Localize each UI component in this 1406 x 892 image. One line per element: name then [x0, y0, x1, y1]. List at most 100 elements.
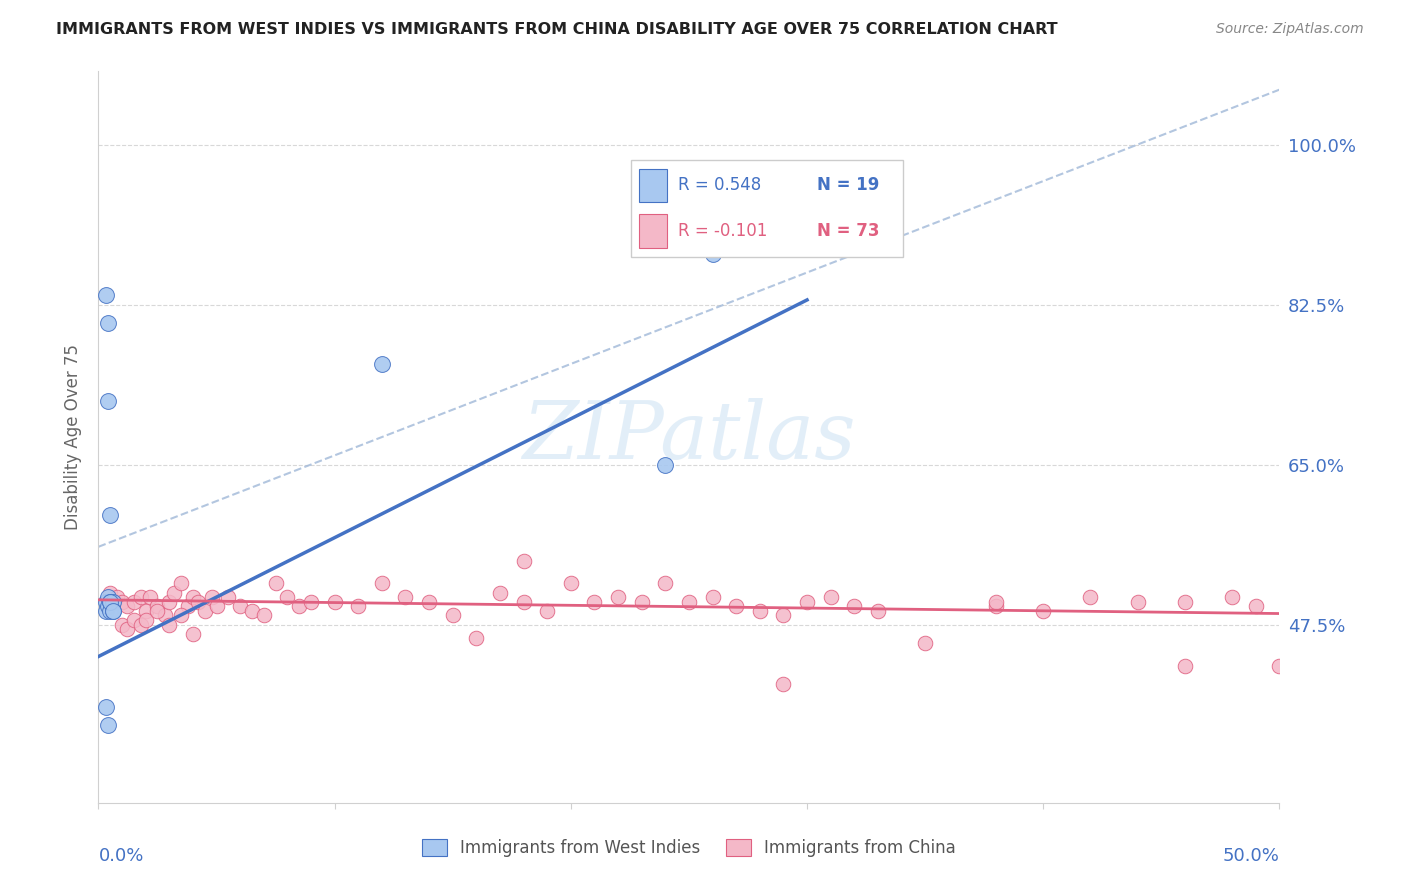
Point [560, 576, 582, 591]
Point [630, 594, 652, 608]
Point [94, 288, 117, 302]
Point [276, 590, 298, 604]
Legend: Immigrants from West Indies, Immigrants from China: Immigrants from West Indies, Immigrants … [415, 832, 963, 864]
Point [264, 576, 287, 591]
Point [101, 604, 124, 618]
Point [217, 590, 239, 604]
Point [187, 594, 209, 608]
Point [418, 594, 440, 608]
Point [205, 599, 228, 614]
Point [229, 599, 252, 614]
Point [253, 608, 276, 623]
Point [607, 590, 630, 604]
Point [94, 594, 117, 608]
Point [122, 613, 145, 627]
Point [135, 604, 157, 618]
Point [371, 576, 394, 591]
Point [748, 604, 770, 618]
Point [654, 576, 676, 591]
Point [796, 594, 818, 608]
Point [866, 604, 889, 618]
Text: N = 73: N = 73 [817, 222, 879, 240]
Point [194, 604, 217, 618]
Point [122, 594, 145, 608]
Point [98, 604, 121, 618]
Point [678, 594, 700, 608]
Point [135, 613, 157, 627]
Point [105, 590, 128, 604]
Point [97, 590, 120, 604]
Point [181, 590, 204, 604]
Point [489, 585, 512, 599]
Point [1244, 599, 1267, 614]
Point [512, 594, 534, 608]
Point [115, 599, 138, 614]
Text: R = -0.101: R = -0.101 [678, 222, 768, 240]
Point [98, 594, 121, 608]
Point [111, 594, 134, 608]
Text: R = 0.548: R = 0.548 [678, 177, 761, 194]
Point [181, 626, 204, 640]
Point [129, 617, 152, 632]
Point [98, 594, 121, 608]
Point [240, 604, 263, 618]
Point [94, 699, 117, 714]
Point [394, 590, 416, 604]
Point [820, 590, 842, 604]
FancyBboxPatch shape [631, 160, 903, 257]
Point [536, 604, 558, 618]
Point [347, 599, 370, 614]
Point [299, 594, 322, 608]
Point [97, 393, 120, 408]
Point [654, 458, 676, 472]
Point [170, 576, 193, 591]
Point [772, 677, 794, 691]
Point [201, 590, 224, 604]
Point [146, 599, 169, 614]
Point [153, 608, 176, 623]
Point [97, 316, 120, 330]
Point [157, 594, 180, 608]
Point [371, 357, 394, 371]
Point [101, 604, 124, 618]
Point [288, 599, 311, 614]
Point [1174, 594, 1197, 608]
Point [984, 594, 1007, 608]
Point [725, 599, 748, 614]
Bar [640, 169, 666, 202]
Point [323, 594, 346, 608]
Point [914, 636, 936, 650]
Text: Source: ZipAtlas.com: Source: ZipAtlas.com [1216, 22, 1364, 37]
Point [1174, 658, 1197, 673]
Point [1126, 594, 1149, 608]
Point [772, 608, 794, 623]
Point [177, 599, 200, 614]
Point [1080, 590, 1102, 604]
Text: 50.0%: 50.0% [1223, 847, 1279, 864]
Point [702, 247, 724, 261]
Point [97, 599, 120, 614]
Point [1220, 590, 1243, 604]
Text: N = 19: N = 19 [817, 177, 879, 194]
Text: 0.0%: 0.0% [98, 847, 143, 864]
Y-axis label: Disability Age Over 75: Disability Age Over 75 [65, 344, 83, 530]
Point [98, 585, 121, 599]
Point [702, 590, 724, 604]
Point [465, 632, 488, 646]
Point [146, 604, 169, 618]
Bar [640, 214, 666, 248]
Point [441, 608, 464, 623]
Text: IMMIGRANTS FROM WEST INDIES VS IMMIGRANTS FROM CHINA DISABILITY AGE OVER 75 CORR: IMMIGRANTS FROM WEST INDIES VS IMMIGRANT… [56, 22, 1057, 37]
Point [111, 617, 134, 632]
Point [115, 622, 138, 636]
Point [98, 508, 121, 522]
Point [157, 617, 180, 632]
Point [139, 590, 162, 604]
Point [101, 594, 124, 608]
Point [129, 590, 152, 604]
Point [97, 718, 120, 732]
Text: ZIPatlas: ZIPatlas [522, 399, 856, 475]
Point [170, 608, 193, 623]
Point [163, 585, 186, 599]
Point [984, 599, 1007, 614]
